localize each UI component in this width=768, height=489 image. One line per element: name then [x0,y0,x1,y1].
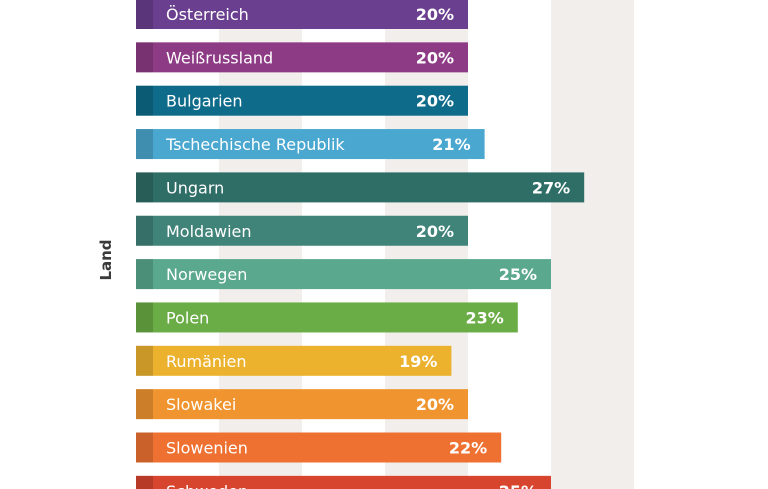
value-label: 20% [416,5,454,24]
bar-accent [136,259,153,290]
bar-group: Weißrussland 20% [136,42,468,73]
value-label: 20% [416,222,454,241]
value-label: 25% [499,265,537,284]
value-label: 23% [466,308,504,327]
bar [136,172,585,203]
bar-group: Bulgarien 20% [136,85,468,116]
bar [136,215,468,246]
bar [136,85,468,116]
bar-accent [136,42,153,73]
bar-group: Ungarn 27% [136,172,585,203]
bar-accent [136,172,153,203]
grid-band [551,0,634,489]
value-label: 27% [532,178,570,197]
value-label: 20% [416,92,454,111]
bar [136,475,551,489]
bar-accent [136,389,153,420]
bar-accent [136,432,153,463]
category-label: Österreich [166,5,249,24]
bar-accent [136,85,153,116]
bar [136,302,518,333]
category-label: Weißrussland [166,48,273,67]
category-label: Tschechische Republik [165,135,345,154]
category-label: Moldawien [166,222,252,241]
bar-group: Moldawien 20% [136,215,468,246]
bar-group: Schweden 25% [136,475,551,489]
bar [136,259,551,290]
bar-group: Tschechische Republik 21% [136,129,485,160]
bar-accent [136,302,153,333]
y-axis-label: Land [97,239,115,281]
bar-group: Slowakei 20% [136,389,468,420]
bar-group: Norwegen 25% [136,259,551,290]
category-label: Polen [166,308,209,327]
category-label: Slowenien [166,439,248,458]
value-label: 20% [416,395,454,414]
bar-accent [136,215,153,246]
bar-group: Rumänien 19% [136,345,452,376]
bar-accent [136,475,153,489]
bar [136,0,468,29]
category-label: Norwegen [166,265,247,284]
bar-accent [136,129,153,160]
bar-group: Österreich 20% [136,0,468,29]
bar [136,129,485,160]
bar [136,42,468,73]
category-label: Rumänien [166,352,247,371]
value-label: 22% [449,439,487,458]
bar-accent [136,345,153,376]
bar-accent [136,0,153,29]
bar [136,345,452,376]
category-label: Schweden [166,482,248,489]
bar-group: Polen 23% [136,302,518,333]
value-label: 21% [432,135,470,154]
category-label: Slowakei [166,395,236,414]
value-label: 19% [399,352,437,371]
category-label: Ungarn [166,178,224,197]
value-label: 25% [499,482,537,489]
value-label: 20% [416,48,454,67]
bar [136,389,468,420]
category-label: Bulgarien [166,92,243,111]
bar-group: Slowenien 22% [136,432,502,463]
bar [136,432,502,463]
